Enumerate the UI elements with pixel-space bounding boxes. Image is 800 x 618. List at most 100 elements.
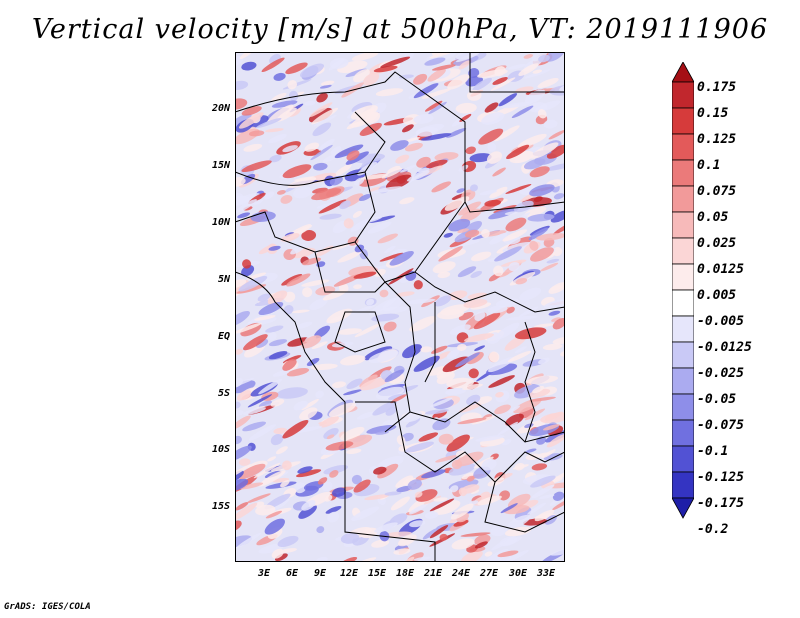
field-blob [346, 150, 360, 161]
field-blob [242, 259, 252, 269]
field-blob [488, 375, 515, 388]
field-blob [456, 343, 467, 351]
field-blob [500, 503, 518, 514]
field-blob [548, 130, 565, 140]
field-blob [448, 463, 476, 476]
field-blob [416, 156, 431, 168]
field-blob [235, 502, 258, 521]
field-blob [277, 535, 299, 547]
field-blob [523, 158, 546, 170]
field-blob [548, 482, 565, 489]
field-blob [529, 166, 550, 178]
field-blob [415, 126, 438, 137]
field-blob [268, 245, 281, 251]
field-blob [546, 258, 560, 264]
field-blob [385, 174, 412, 190]
field-blob [409, 503, 427, 515]
field-blob [298, 504, 317, 519]
field-blob [517, 133, 547, 148]
field-blob [504, 211, 519, 215]
field-blob [455, 450, 466, 458]
field-blob [409, 520, 426, 528]
field-blob [299, 63, 325, 78]
field-blob [379, 289, 389, 298]
field-blob [497, 550, 519, 558]
field-blob [434, 152, 459, 161]
field-blob [537, 77, 559, 89]
field-blob [538, 357, 550, 365]
field-blob [542, 343, 563, 351]
field-blob [457, 266, 477, 278]
field-blob [413, 114, 434, 124]
field-blob [321, 80, 335, 86]
field-blob [468, 368, 479, 379]
field-blob [339, 200, 351, 210]
field-blob [340, 426, 365, 441]
field-blob [256, 118, 282, 128]
field-blob [359, 122, 382, 136]
field-blob [446, 349, 460, 360]
field-blob [488, 357, 515, 373]
field-blob [310, 363, 338, 371]
field-blob [450, 503, 474, 520]
field-blob [390, 496, 410, 511]
map-title: Vertical velocity [m/s] at 500hPa, VT: 2… [31, 14, 769, 45]
field-blob [294, 482, 307, 494]
country-borders [235, 52, 565, 562]
colorbar-segment [672, 471, 694, 499]
field-blob [506, 306, 515, 314]
colorbar-segment [672, 159, 694, 187]
field-blob [373, 65, 398, 73]
field-blob [488, 207, 519, 220]
lat-label: 5N [217, 274, 230, 285]
field-blob [456, 188, 465, 194]
colorbar-label: 0.005 [697, 288, 737, 303]
field-blob [282, 164, 312, 179]
field-blob [311, 107, 339, 125]
field-blob [340, 355, 366, 366]
field-blob [366, 424, 397, 434]
field-blob [546, 52, 565, 62]
field-blob [451, 538, 475, 550]
field-blob [306, 357, 320, 367]
field-blob [540, 262, 559, 272]
colorbar-label: 0.0125 [697, 262, 744, 277]
field-blob [531, 484, 555, 499]
colorbar-top-arrow [672, 62, 694, 83]
field-blob [467, 292, 488, 300]
colorbar-label: 0.1 [697, 158, 721, 173]
field-blob [526, 375, 558, 385]
field-blob [237, 212, 251, 219]
field-blob [235, 348, 243, 355]
field-blob [423, 495, 442, 505]
field-blob [292, 426, 323, 434]
field-blob [472, 77, 492, 91]
field-blob [434, 500, 461, 515]
colorbar-segment [672, 185, 694, 213]
field-blob [494, 553, 513, 562]
field-blob [279, 548, 297, 554]
field-blob [290, 247, 316, 259]
field-blob [404, 556, 415, 562]
field-blob [418, 432, 439, 442]
field-blob [350, 218, 370, 232]
field-blob [384, 245, 396, 254]
field-blob [323, 465, 349, 475]
colorbar-segment [672, 393, 694, 421]
field-blob [258, 543, 285, 554]
field-blob [288, 90, 299, 101]
field-blob [434, 295, 452, 307]
field-blob [235, 310, 250, 327]
field-blob [373, 466, 387, 475]
field-blob [377, 463, 399, 479]
field-blob [466, 475, 475, 482]
field-blob [513, 200, 534, 213]
field-blob [550, 210, 565, 223]
lat-label: 5S [217, 388, 230, 399]
field-blob [497, 421, 519, 436]
field-blob [327, 511, 340, 523]
colorbar-label: -0.125 [697, 470, 744, 485]
colorbar-label: -0.075 [697, 418, 744, 433]
field-blob [371, 313, 400, 322]
field-blob [263, 191, 275, 200]
